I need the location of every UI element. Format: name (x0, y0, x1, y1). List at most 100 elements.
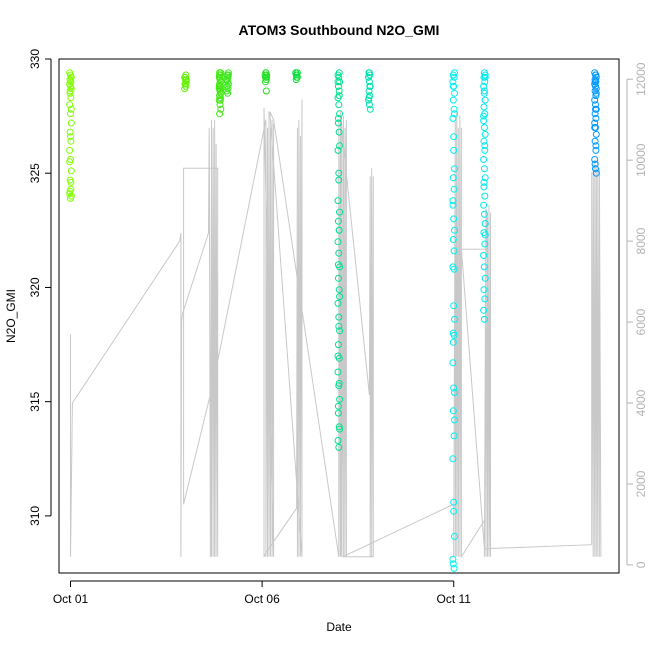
scatter-point (480, 112, 488, 120)
scatter-point (449, 555, 457, 563)
scatter-point (216, 85, 224, 93)
scatter-series (591, 69, 600, 177)
scatter-point (67, 110, 74, 118)
scatter-point (480, 201, 488, 209)
scatter-point (67, 105, 75, 113)
scatter-point (451, 532, 458, 540)
scatter-point (450, 432, 458, 440)
scatter-point (480, 178, 488, 186)
scatter-point (334, 352, 342, 360)
scatter-point (67, 94, 75, 102)
scatter-point (450, 507, 458, 515)
scatter-point (67, 192, 75, 200)
scatter-point (480, 124, 488, 131)
scatter-point (334, 146, 342, 154)
scatter-point (335, 176, 343, 184)
chart-title: ATOM3 Southbound N2O_GMI (239, 22, 440, 38)
plot-frame (58, 58, 620, 574)
scatter-point (334, 197, 342, 205)
scatter-point (67, 73, 75, 81)
scatter-point (365, 87, 373, 95)
scatter-point (592, 71, 600, 79)
y2-tick-label: 10000 (634, 143, 648, 177)
scatter-point (224, 89, 232, 97)
y-tick-label: 330 (28, 49, 42, 69)
scatter-point (449, 174, 457, 182)
scatter-point (480, 183, 488, 191)
scatter-series (365, 69, 374, 113)
scatter-point (591, 110, 599, 118)
scatter-point (592, 146, 600, 154)
scatter-point (481, 274, 489, 282)
scatter-point (449, 197, 457, 205)
scatter-point (591, 137, 599, 145)
scatter-point (481, 295, 489, 303)
scatter-series (66, 69, 75, 202)
y-tick-label: 325 (28, 163, 42, 183)
x-axis: Oct 01 Oct 06 Oct 11 (53, 580, 471, 606)
scatter-point (216, 71, 224, 79)
scatter-point (181, 85, 189, 93)
scatter-point (450, 215, 458, 223)
scatter-point (481, 142, 489, 150)
scatter-point (480, 263, 488, 271)
y-axis-right: 0 2000 4000 6000 8000 10000 12000 (626, 62, 648, 568)
scatter-point (334, 274, 342, 282)
scatter-point (450, 247, 458, 255)
scatter-point (451, 315, 458, 323)
y2-tick-label: 12000 (634, 62, 648, 96)
scatter-point (481, 73, 489, 81)
scatter-point (449, 82, 457, 90)
scatter-point (481, 78, 489, 86)
scatter-series (292, 69, 301, 84)
scatter-point (451, 416, 458, 424)
x-tick-label: Oct 11 (436, 592, 471, 606)
scatter-series (181, 71, 190, 93)
x-axis-label: Date (326, 620, 352, 634)
scatter-point (592, 101, 599, 109)
scatter-point (366, 82, 374, 90)
scatter-series (215, 69, 225, 118)
scatter-point (263, 73, 271, 81)
scatter-point (481, 192, 489, 200)
scatter-series (261, 69, 271, 95)
scatter-point (292, 71, 300, 79)
scatter-point (335, 313, 343, 321)
scatter-point (66, 146, 74, 154)
scatter-point (450, 564, 458, 572)
scatter-point (334, 299, 342, 307)
scatter-point (334, 368, 342, 376)
scatter-point (335, 322, 343, 330)
scatter-point (335, 443, 343, 451)
scatter-series (449, 69, 458, 572)
scatter-point (336, 208, 344, 216)
scatter-point (216, 110, 224, 118)
scatter-point (334, 409, 342, 417)
scatter-series (480, 69, 489, 323)
scatter-point (335, 379, 343, 387)
scatter-point (335, 101, 343, 109)
scatter-point (449, 78, 457, 86)
scatter-point (262, 78, 269, 86)
y2-tick-label: 0 (634, 561, 648, 568)
x-tick-label: Oct 06 (244, 592, 280, 606)
scatter-point (480, 89, 488, 97)
scatter-point (591, 160, 599, 168)
scatter-point (449, 359, 457, 367)
scatter-point (223, 76, 231, 84)
scatter-point (66, 89, 74, 97)
scatter-point (67, 178, 75, 186)
scatter-point (480, 306, 488, 314)
scatter-point (334, 402, 342, 410)
scatter-point (335, 128, 343, 136)
scatter-point (365, 94, 373, 102)
scatter-point (336, 293, 344, 301)
scatter-point (449, 96, 457, 104)
scatter-layer (66, 69, 600, 572)
scatter-point (365, 101, 373, 109)
scatter-point (481, 174, 489, 182)
scatter-point (336, 425, 344, 433)
scatter-point (66, 128, 74, 136)
scatter-point (334, 119, 342, 127)
